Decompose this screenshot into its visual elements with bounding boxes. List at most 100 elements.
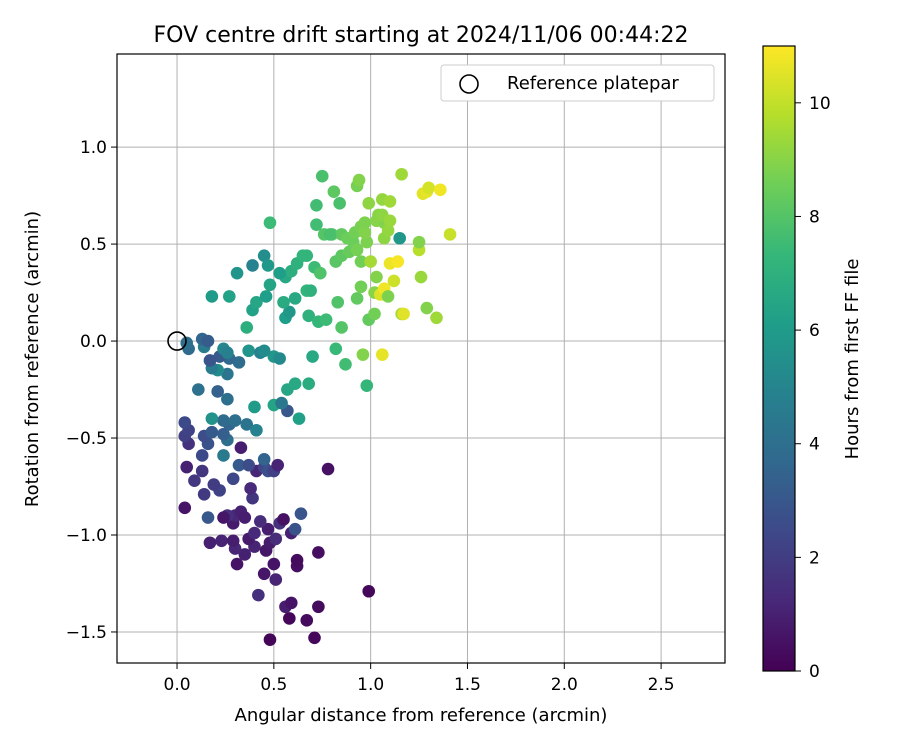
data-point xyxy=(242,458,255,472)
data-point xyxy=(188,474,201,487)
data-point xyxy=(387,274,401,288)
data-point xyxy=(370,270,383,284)
data-point xyxy=(226,534,240,548)
data-point xyxy=(350,292,364,305)
data-point xyxy=(271,458,285,472)
colorbar: 0 2 4 6 8 10 Hours from first FF file xyxy=(762,45,863,682)
data-point xyxy=(244,482,257,495)
data-point xyxy=(354,255,368,268)
data-point xyxy=(300,249,314,263)
data-point xyxy=(221,346,234,359)
data-point xyxy=(257,249,271,263)
data-point xyxy=(211,385,224,398)
colorbar-ticks: 0 2 4 6 8 10 xyxy=(795,94,831,682)
data-point xyxy=(434,183,447,197)
data-point xyxy=(304,284,317,297)
data-point xyxy=(180,460,194,474)
colorbar-frame xyxy=(762,45,796,672)
data-point xyxy=(381,224,395,237)
data-point xyxy=(232,458,246,472)
chart-title: FOV centre drift starting at 2024/11/06 … xyxy=(154,23,689,48)
data-point xyxy=(269,532,283,546)
data-point xyxy=(321,462,335,476)
y-tick-label: −0.5 xyxy=(66,429,107,449)
legend-label: Reference platepar xyxy=(507,73,679,94)
data-point xyxy=(178,501,192,515)
data-point xyxy=(395,167,408,181)
data-point xyxy=(257,567,271,581)
data-point xyxy=(310,218,323,231)
data-point xyxy=(368,307,381,321)
y-tick-label: 1.0 xyxy=(80,138,107,158)
data-point xyxy=(257,344,271,358)
data-point xyxy=(253,515,267,528)
data-point xyxy=(228,414,242,427)
data-point xyxy=(273,352,286,365)
data-point xyxy=(362,197,376,210)
data-point xyxy=(238,511,252,524)
data-point xyxy=(381,290,395,303)
data-point xyxy=(205,412,219,425)
data-point xyxy=(294,507,308,520)
data-point xyxy=(443,228,457,241)
x-tick-label: 1.5 xyxy=(454,675,481,695)
data-point xyxy=(259,290,273,303)
data-point xyxy=(257,453,271,466)
x-tick-label: 0.5 xyxy=(260,675,287,695)
data-point xyxy=(323,228,337,241)
reference-point xyxy=(167,331,187,351)
data-point xyxy=(352,173,366,187)
data-point xyxy=(329,342,343,356)
data-point xyxy=(252,588,265,602)
plot-frame xyxy=(116,53,726,664)
data-point xyxy=(238,548,252,561)
data-point xyxy=(205,425,219,439)
data-point xyxy=(207,478,221,491)
data-point xyxy=(221,367,234,381)
colorbar-tick-label: 2 xyxy=(809,548,820,568)
data-point xyxy=(248,526,261,540)
colorbar-gradient xyxy=(763,46,795,671)
data-point xyxy=(230,557,244,571)
data-point xyxy=(412,235,426,249)
data-point xyxy=(269,573,283,586)
data-point xyxy=(358,216,372,230)
data-point xyxy=(288,522,302,536)
data-point xyxy=(310,198,323,212)
data-point xyxy=(315,169,329,183)
data-point xyxy=(393,231,407,245)
data-point xyxy=(217,427,230,441)
data-point xyxy=(375,348,389,361)
data-point xyxy=(364,255,377,268)
data-point xyxy=(312,600,325,614)
data-point xyxy=(246,259,259,272)
colorbar-tick-label: 8 xyxy=(809,207,820,227)
legend-marker-icon xyxy=(459,74,479,94)
data-point xyxy=(203,536,217,550)
data-point xyxy=(283,612,296,625)
data-point xyxy=(350,243,364,257)
data-point xyxy=(314,266,327,280)
legend-box xyxy=(440,64,715,102)
data-point xyxy=(302,309,315,323)
data-point xyxy=(275,396,288,410)
data-point xyxy=(217,414,230,427)
data-point xyxy=(263,278,277,292)
data-point xyxy=(284,596,298,610)
x-tick-label: 2.5 xyxy=(648,675,675,695)
data-point xyxy=(362,584,376,598)
data-point xyxy=(201,511,215,524)
data-point xyxy=(234,441,248,455)
data-point xyxy=(292,412,306,425)
colorbar-tick-label: 6 xyxy=(809,321,820,341)
data-point xyxy=(197,487,211,501)
y-tick-label: −1.0 xyxy=(66,526,107,546)
data-point xyxy=(232,356,246,369)
data-point xyxy=(319,313,333,327)
data-point xyxy=(201,334,215,348)
data-point xyxy=(333,197,346,210)
data-point xyxy=(261,259,275,272)
data-point xyxy=(360,235,374,249)
y-tick-label: 0.0 xyxy=(80,332,107,352)
plot-area: 0.0 0.5 1.0 1.5 2.0 2.5 1.0 0.5 0.0 −0.5 −1.0 −1.5 xyxy=(66,53,726,695)
